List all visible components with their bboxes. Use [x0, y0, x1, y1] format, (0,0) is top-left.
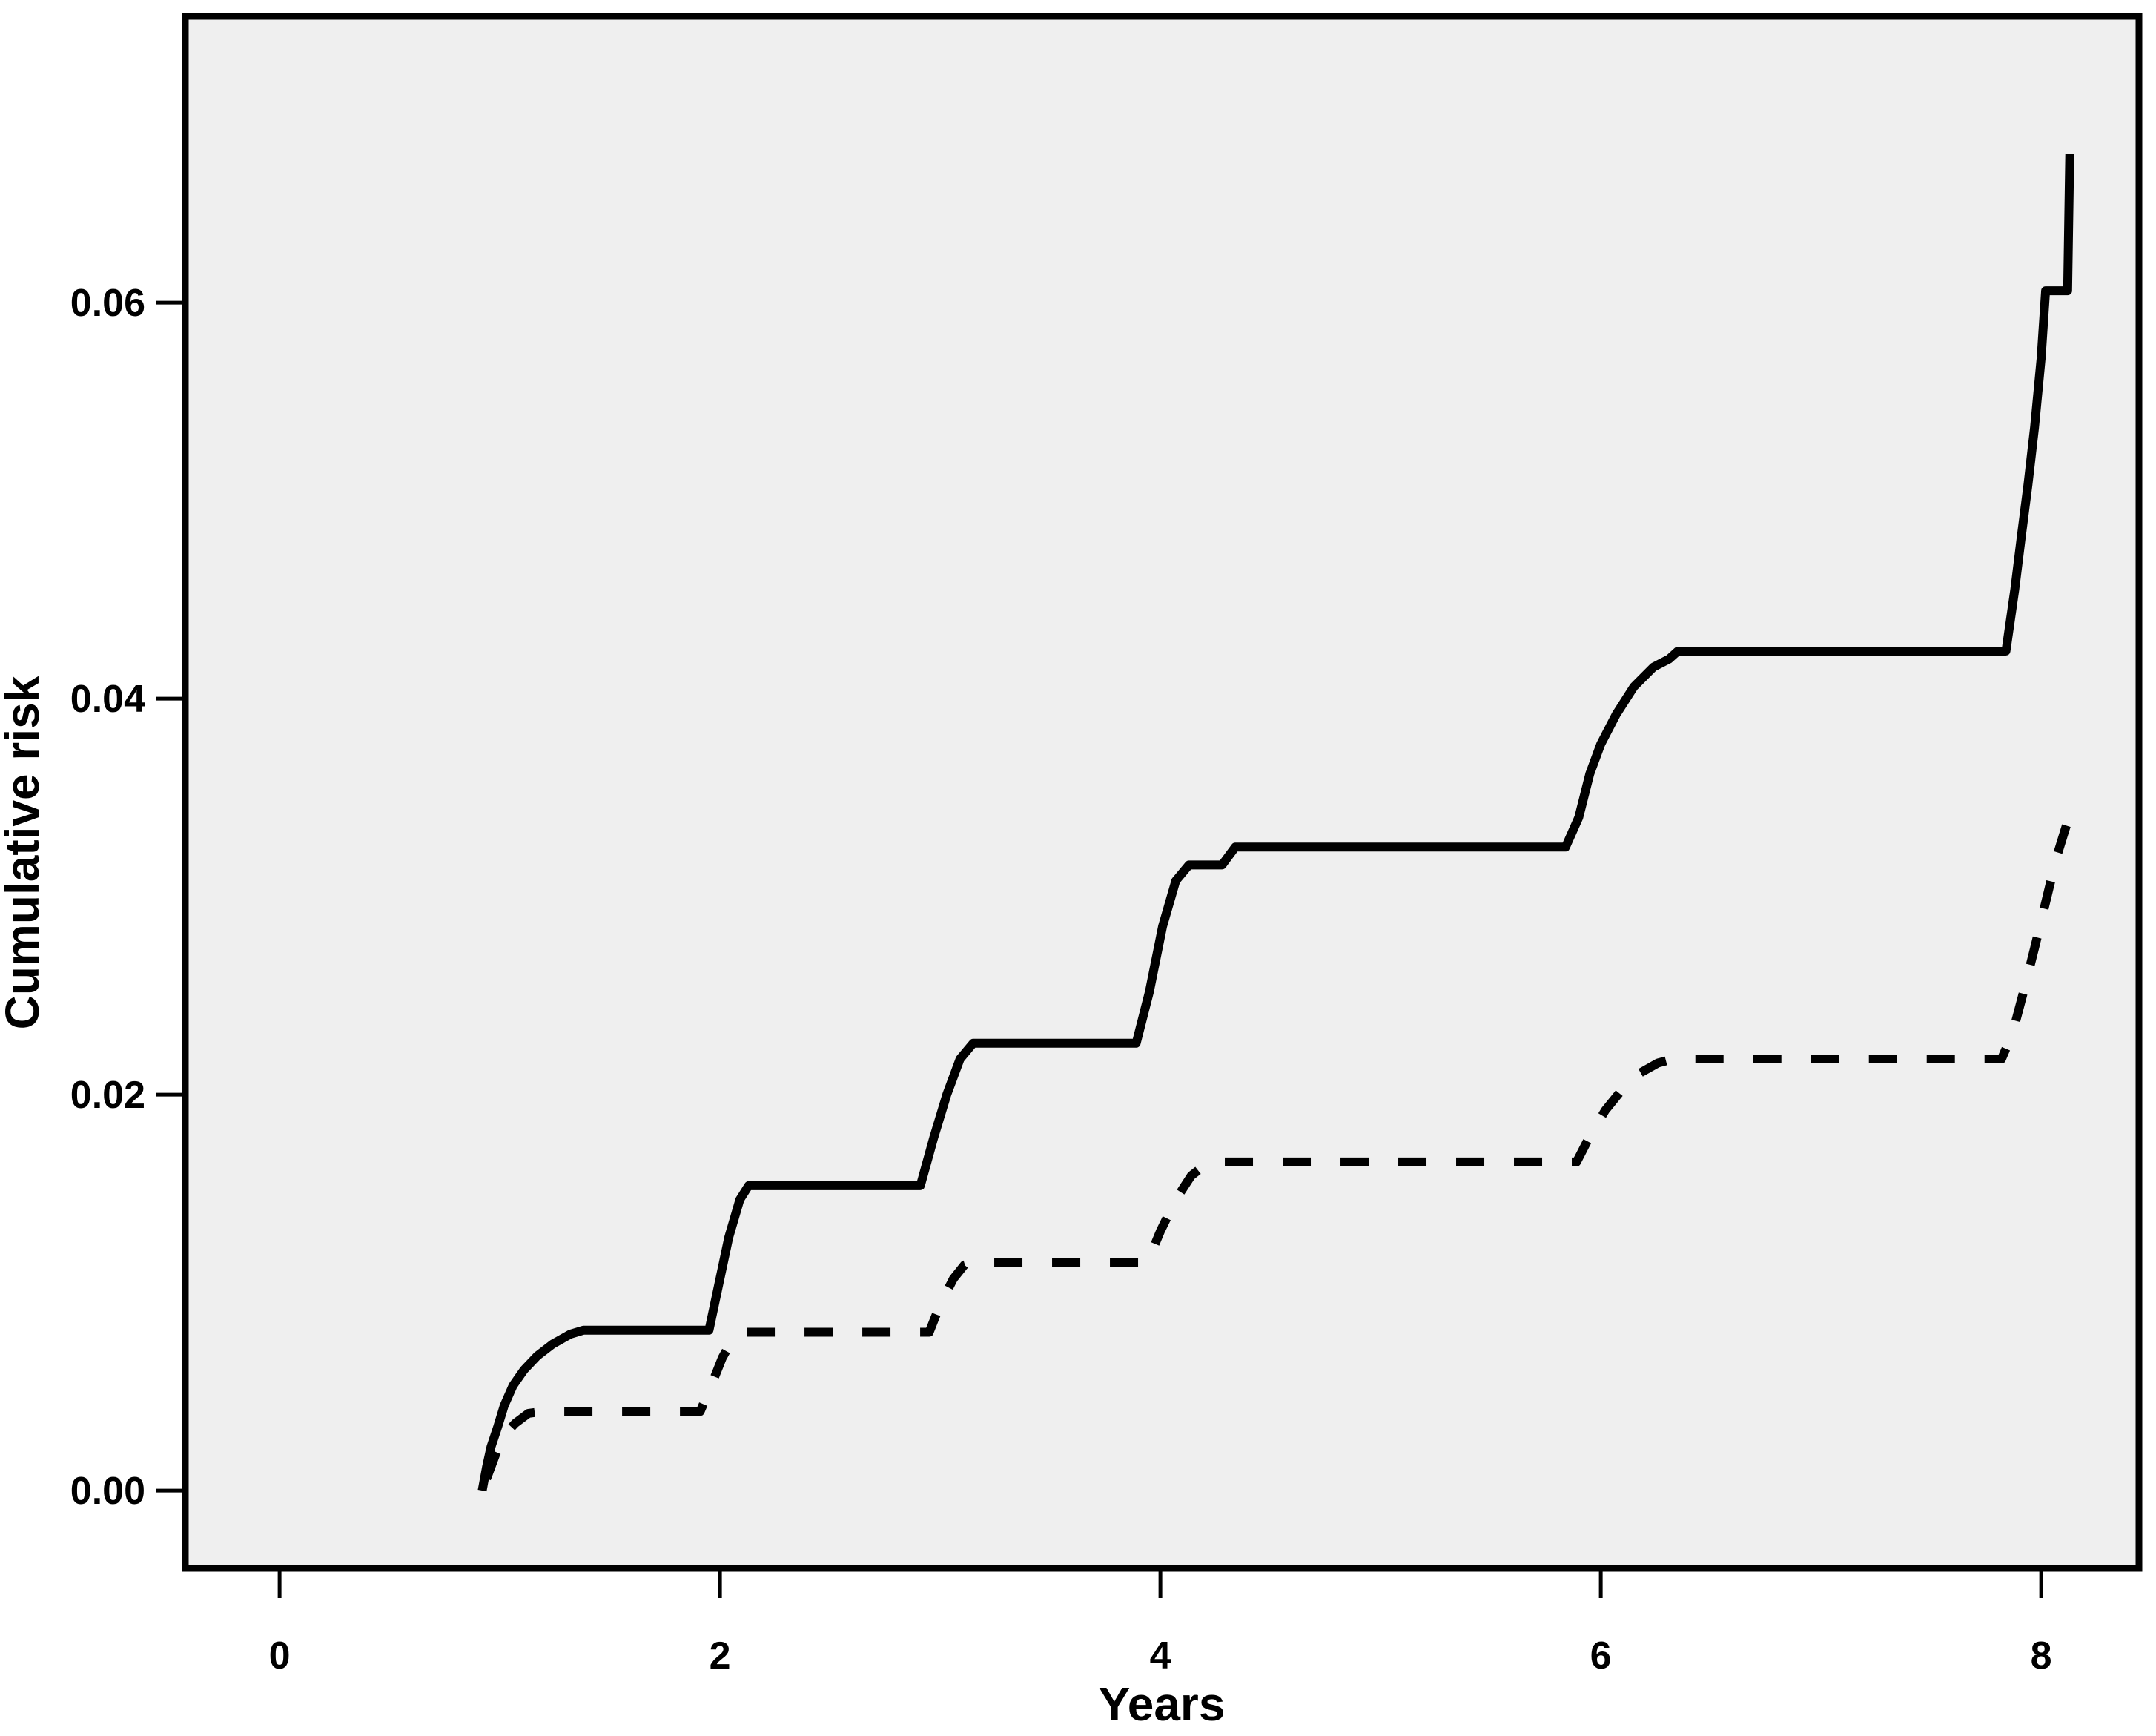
plot-area	[182, 13, 2143, 1572]
y-axis-ticks: 0.00 0.02 0.04 0.06	[70, 282, 185, 1513]
x-axis-ticks: 0 2 4 6 8	[269, 1568, 2052, 1677]
x-tick-label: 6	[1590, 1634, 1612, 1677]
y-axis-title: Cumulative risk	[0, 676, 49, 1029]
y-tick-label: 0.02	[70, 1074, 145, 1117]
y-tick-label: 0.00	[70, 1470, 145, 1513]
x-tick-label: 2	[710, 1634, 731, 1677]
y-tick-label: 0.04	[70, 678, 145, 721]
x-tick-label: 8	[2031, 1634, 2052, 1677]
x-axis-title: Years	[1099, 1677, 1226, 1731]
y-tick-label: 0.06	[70, 282, 145, 325]
x-tick-label: 0	[269, 1634, 291, 1677]
solid-risk-curve	[477, 154, 2074, 1492]
x-tick-label: 4	[1150, 1634, 1171, 1677]
